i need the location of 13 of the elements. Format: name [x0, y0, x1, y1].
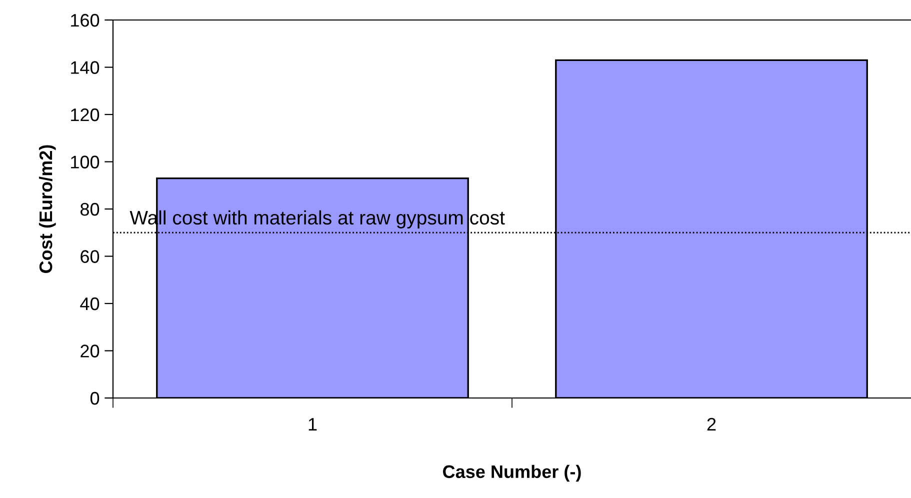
x-axis-title: Case Number (-): [443, 464, 581, 482]
y-tick-label: 40: [80, 297, 100, 310]
x-tick-label: 2: [707, 418, 716, 431]
x-tick-label: 1: [308, 418, 317, 431]
y-tick-label: 160: [71, 14, 100, 27]
y-tick-label: 140: [71, 61, 100, 74]
y-tick-label: 100: [71, 156, 100, 168]
y-tick-label: 60: [80, 250, 100, 263]
y-tick-label: 0: [90, 392, 100, 405]
y-tick-label: 80: [80, 202, 100, 216]
y-axis-title: Cost (Euro/m2): [38, 145, 56, 273]
y-tick-label: 120: [71, 108, 100, 122]
y-tick-label: 20: [80, 344, 100, 358]
